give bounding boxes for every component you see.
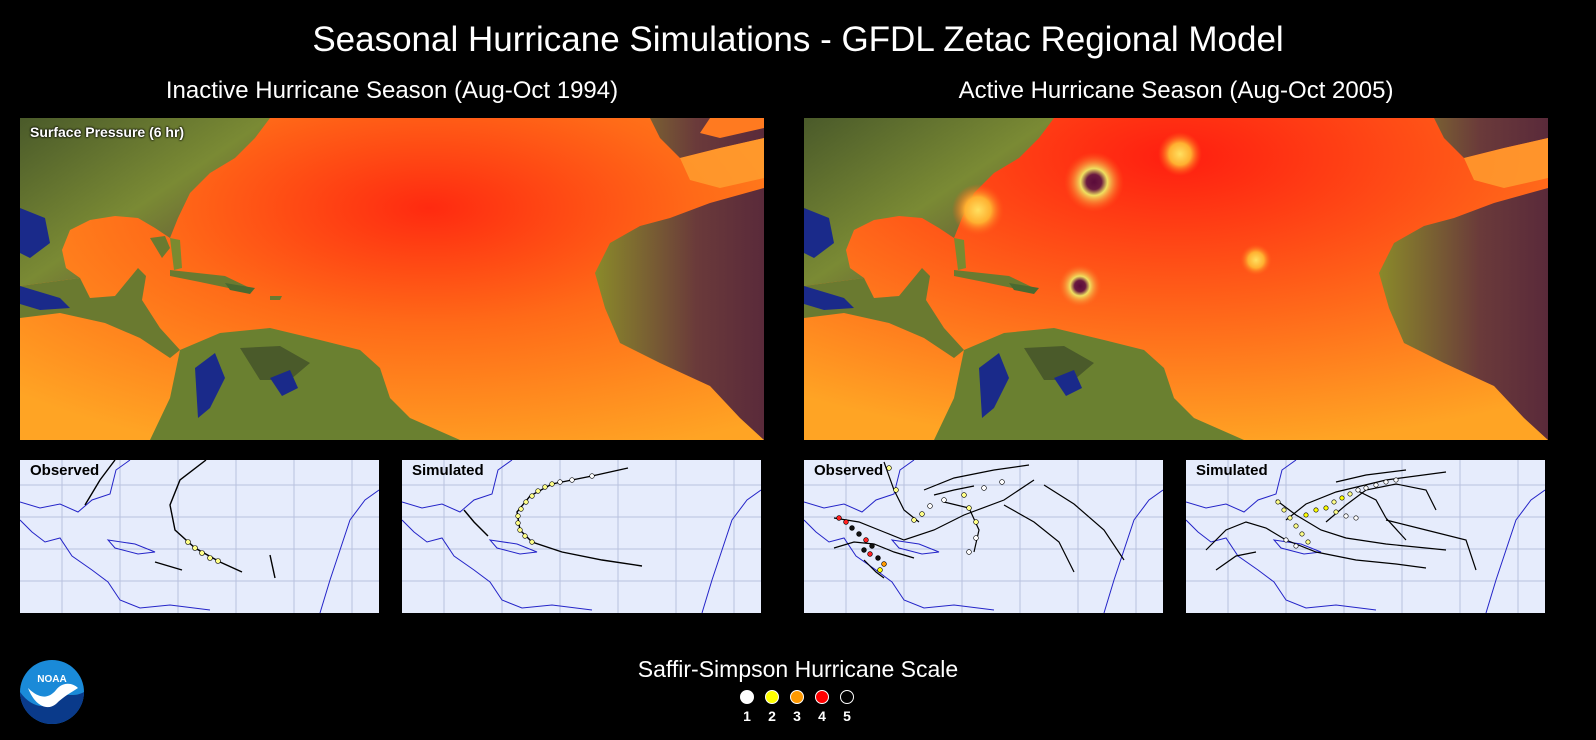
simulated-label: Simulated xyxy=(1196,462,1268,479)
inactive-simulated-tracks: Simulated xyxy=(402,460,761,613)
scale-category-1: 1 xyxy=(738,690,756,724)
scale-category-3: 3 xyxy=(788,690,806,724)
pressure-map-label: Surface Pressure (6 hr) xyxy=(30,124,185,140)
grid-lines xyxy=(20,460,379,613)
category-label: 2 xyxy=(768,708,776,724)
scale-category-5: 5 xyxy=(838,690,856,724)
svg-text:NOAA: NOAA xyxy=(37,674,66,685)
category-dot xyxy=(740,690,754,704)
page-title: Seasonal Hurricane Simulations - GFDL Ze… xyxy=(312,20,1284,59)
left-subtitle: Inactive Hurricane Season (Aug-Oct 1994) xyxy=(165,77,619,104)
noaa-logo: NOAA xyxy=(20,660,84,724)
category-dot xyxy=(765,690,779,704)
simulated-label: Simulated xyxy=(412,462,484,479)
active-pressure-map xyxy=(804,118,1548,440)
active-observed-tracks: Observed xyxy=(804,460,1163,613)
coastlines xyxy=(20,460,379,613)
saffir-simpson-scale: 1 2 3 4 5 xyxy=(738,690,856,724)
active-simulated-tracks: Simulated xyxy=(1186,460,1545,613)
observed-label: Observed xyxy=(30,462,100,479)
scale-title: Saffir-Simpson Hurricane Scale xyxy=(637,656,959,682)
scale-category-2: 2 xyxy=(763,690,781,724)
category-label: 4 xyxy=(818,708,826,724)
category-dot xyxy=(840,690,854,704)
category-dot xyxy=(815,690,829,704)
category-dot xyxy=(790,690,804,704)
inactive-pressure-map: Surface Pressure (6 hr) xyxy=(20,118,764,440)
scale-category-4: 4 xyxy=(813,690,831,724)
inactive-observed-tracks: Observed xyxy=(20,460,379,613)
right-subtitle: Active Hurricane Season (Aug-Oct 2005) xyxy=(958,77,1394,104)
category-label: 5 xyxy=(843,708,851,724)
observed-label: Observed xyxy=(814,462,884,479)
category-label: 1 xyxy=(743,708,751,724)
category-label: 3 xyxy=(793,708,801,724)
